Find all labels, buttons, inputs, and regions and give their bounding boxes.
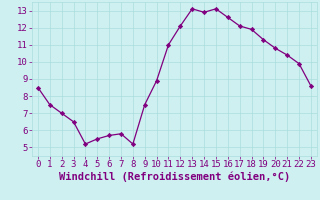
X-axis label: Windchill (Refroidissement éolien,°C): Windchill (Refroidissement éolien,°C)	[59, 172, 290, 182]
